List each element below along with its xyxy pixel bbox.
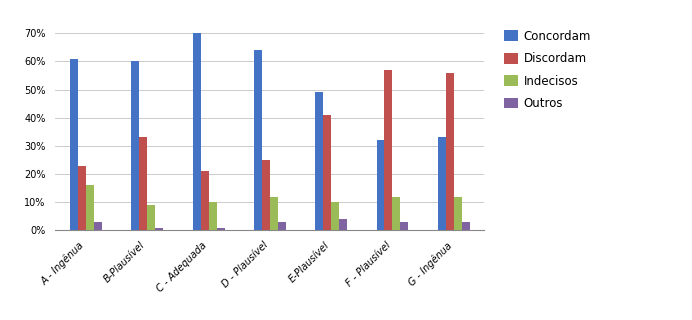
Bar — [147, 205, 155, 230]
Bar — [139, 138, 147, 230]
Bar — [192, 33, 201, 230]
Bar — [438, 138, 446, 230]
Bar — [316, 92, 323, 230]
Bar — [155, 228, 163, 230]
Bar — [70, 59, 78, 230]
Legend: Concordam, Discordam, Indecisos, Outros: Concordam, Discordam, Indecisos, Outros — [499, 25, 596, 115]
Bar — [131, 61, 139, 230]
Bar — [401, 222, 408, 230]
Bar — [86, 185, 94, 230]
Bar — [78, 166, 86, 230]
Bar — [208, 202, 217, 230]
Bar — [201, 171, 208, 230]
Bar — [376, 140, 385, 230]
Bar — [254, 50, 262, 230]
Bar — [262, 160, 270, 230]
Bar — [270, 196, 278, 230]
Bar — [94, 222, 102, 230]
Bar — [392, 196, 401, 230]
Bar — [339, 219, 347, 230]
Bar — [278, 222, 286, 230]
Bar — [446, 73, 454, 230]
Bar — [454, 196, 462, 230]
Bar — [217, 228, 224, 230]
Bar — [385, 70, 392, 230]
Bar — [331, 202, 339, 230]
Bar — [462, 222, 470, 230]
Bar — [323, 115, 331, 230]
